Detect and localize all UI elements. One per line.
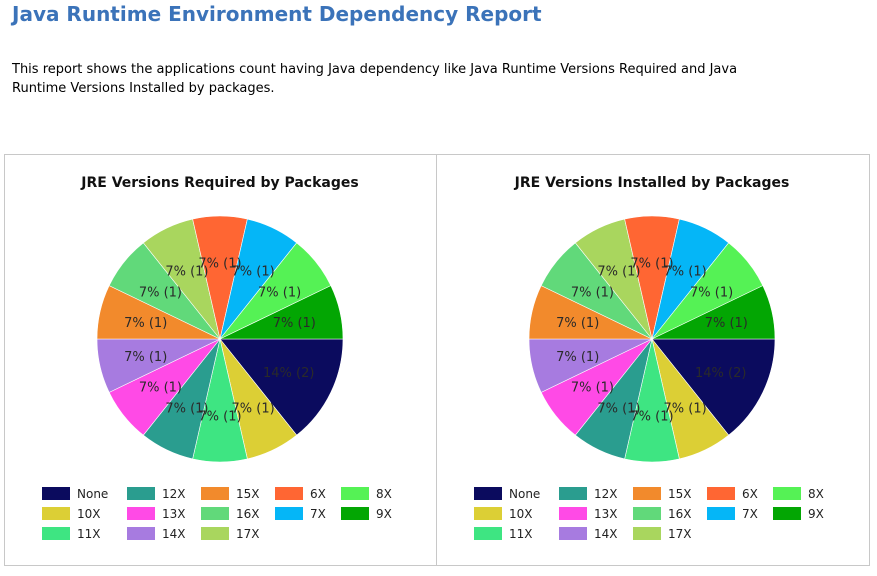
legend-label-10x: 10X <box>77 507 101 521</box>
legend-swatch-7x <box>275 507 303 520</box>
legend-label-14x: 14X <box>594 527 618 541</box>
slice-label-16x: 7% (1) <box>139 286 182 301</box>
slice-label-none: 14% (2) <box>263 366 314 381</box>
slice-label-10x: 7% (1) <box>664 402 707 417</box>
legend-swatch-12x <box>559 487 587 500</box>
slice-label-14x: 7% (1) <box>556 350 599 365</box>
legend-label-7x: 7X <box>742 507 758 521</box>
legend-label-16x: 16X <box>236 507 260 521</box>
legend-swatch-12x <box>127 487 155 500</box>
pie-slice-none[interactable] <box>219 338 344 436</box>
chart-title: JRE Versions Required by Packages <box>80 175 358 191</box>
legend-label-6x: 6X <box>310 487 326 501</box>
legend-swatch-14x <box>127 527 155 540</box>
jre-installed-pie-chart: JRE Versions Installed by Packages 14% (2… <box>474 175 824 541</box>
legend-label-12x: 12X <box>162 487 186 501</box>
legend-swatch-10x <box>42 507 70 520</box>
legend-swatch-8x <box>341 487 369 500</box>
legend-label-17x: 17X <box>668 527 692 541</box>
legend-label-17x: 17X <box>236 527 260 541</box>
legend-swatch-16x <box>633 507 661 520</box>
slice-label-13x: 7% (1) <box>139 381 182 396</box>
legend-label-11x: 11X <box>509 527 533 541</box>
legend-label-7x: 7X <box>310 507 326 521</box>
slice-label-12x: 7% (1) <box>165 402 208 417</box>
legend-label-16x: 16X <box>668 507 692 521</box>
slice-label-9x: 7% (1) <box>705 316 748 331</box>
slice-label-16x: 7% (1) <box>571 286 614 301</box>
legend-swatch-11x <box>474 527 502 540</box>
slice-label-9x: 7% (1) <box>273 316 316 331</box>
charts-panel <box>4 154 870 566</box>
legend-swatch-10x <box>474 507 502 520</box>
slice-label-6x: 7% (1) <box>198 257 241 272</box>
slice-label-11x: 7% (1) <box>198 409 241 424</box>
legend-swatch-7x <box>707 507 735 520</box>
slice-label-7x: 7% (1) <box>664 264 707 279</box>
legend-swatch-17x <box>201 527 229 540</box>
jre-required-pie-chart: JRE Versions Required by Packages 14% (2)… <box>42 175 392 541</box>
legend-label-none: None <box>509 487 540 501</box>
legend-swatch-13x <box>127 507 155 520</box>
legend-label-12x: 12X <box>594 487 618 501</box>
pie-slice-9x[interactable] <box>651 285 776 340</box>
legend-label-15x: 15X <box>668 487 692 501</box>
slice-label-17x: 7% (1) <box>597 264 640 279</box>
slice-label-none: 14% (2) <box>695 366 746 381</box>
slice-label-15x: 7% (1) <box>124 316 167 331</box>
slice-label-8x: 7% (1) <box>690 286 733 301</box>
legend-label-13x: 13X <box>594 507 618 521</box>
legend-label-8x: 8X <box>808 487 824 501</box>
legend-label-6x: 6X <box>742 487 758 501</box>
slice-label-7x: 7% (1) <box>232 264 275 279</box>
legend-label-9x: 9X <box>376 507 392 521</box>
panel-divider <box>436 154 437 566</box>
slice-label-8x: 7% (1) <box>258 286 301 301</box>
legend-label-11x: 11X <box>77 527 101 541</box>
legend-label-none: None <box>77 487 108 501</box>
legend-swatch-8x <box>773 487 801 500</box>
legend-label-9x: 9X <box>808 507 824 521</box>
report-title: Java Runtime Environment Dependency Repo… <box>12 2 542 26</box>
slice-label-15x: 7% (1) <box>556 316 599 331</box>
legend-swatch-16x <box>201 507 229 520</box>
pie-slice-none[interactable] <box>651 338 776 436</box>
legend-label-15x: 15X <box>236 487 260 501</box>
pie-slice-9x[interactable] <box>219 285 344 340</box>
slice-label-14x: 7% (1) <box>124 350 167 365</box>
legend-label-14x: 14X <box>162 527 186 541</box>
legend-swatch-14x <box>559 527 587 540</box>
legend-label-10x: 10X <box>509 507 533 521</box>
legend-swatch-17x <box>633 527 661 540</box>
report-description: This report shows the applications count… <box>12 62 738 96</box>
legend-swatch-9x <box>341 507 369 520</box>
legend-swatch-13x <box>559 507 587 520</box>
slice-label-10x: 7% (1) <box>232 402 275 417</box>
legend-swatch-6x <box>275 487 303 500</box>
legend-swatch-6x <box>707 487 735 500</box>
slice-label-12x: 7% (1) <box>597 402 640 417</box>
slice-label-13x: 7% (1) <box>571 381 614 396</box>
legend-swatch-none <box>42 487 70 500</box>
slice-label-11x: 7% (1) <box>630 409 673 424</box>
slice-label-17x: 7% (1) <box>165 264 208 279</box>
chart-title: JRE Versions Installed by Packages <box>514 175 790 191</box>
legend-swatch-none <box>474 487 502 500</box>
legend-swatch-11x <box>42 527 70 540</box>
legend-swatch-9x <box>773 507 801 520</box>
legend-swatch-15x <box>633 487 661 500</box>
legend-label-13x: 13X <box>162 507 186 521</box>
legend-swatch-15x <box>201 487 229 500</box>
slice-label-6x: 7% (1) <box>630 257 673 272</box>
legend-label-8x: 8X <box>376 487 392 501</box>
